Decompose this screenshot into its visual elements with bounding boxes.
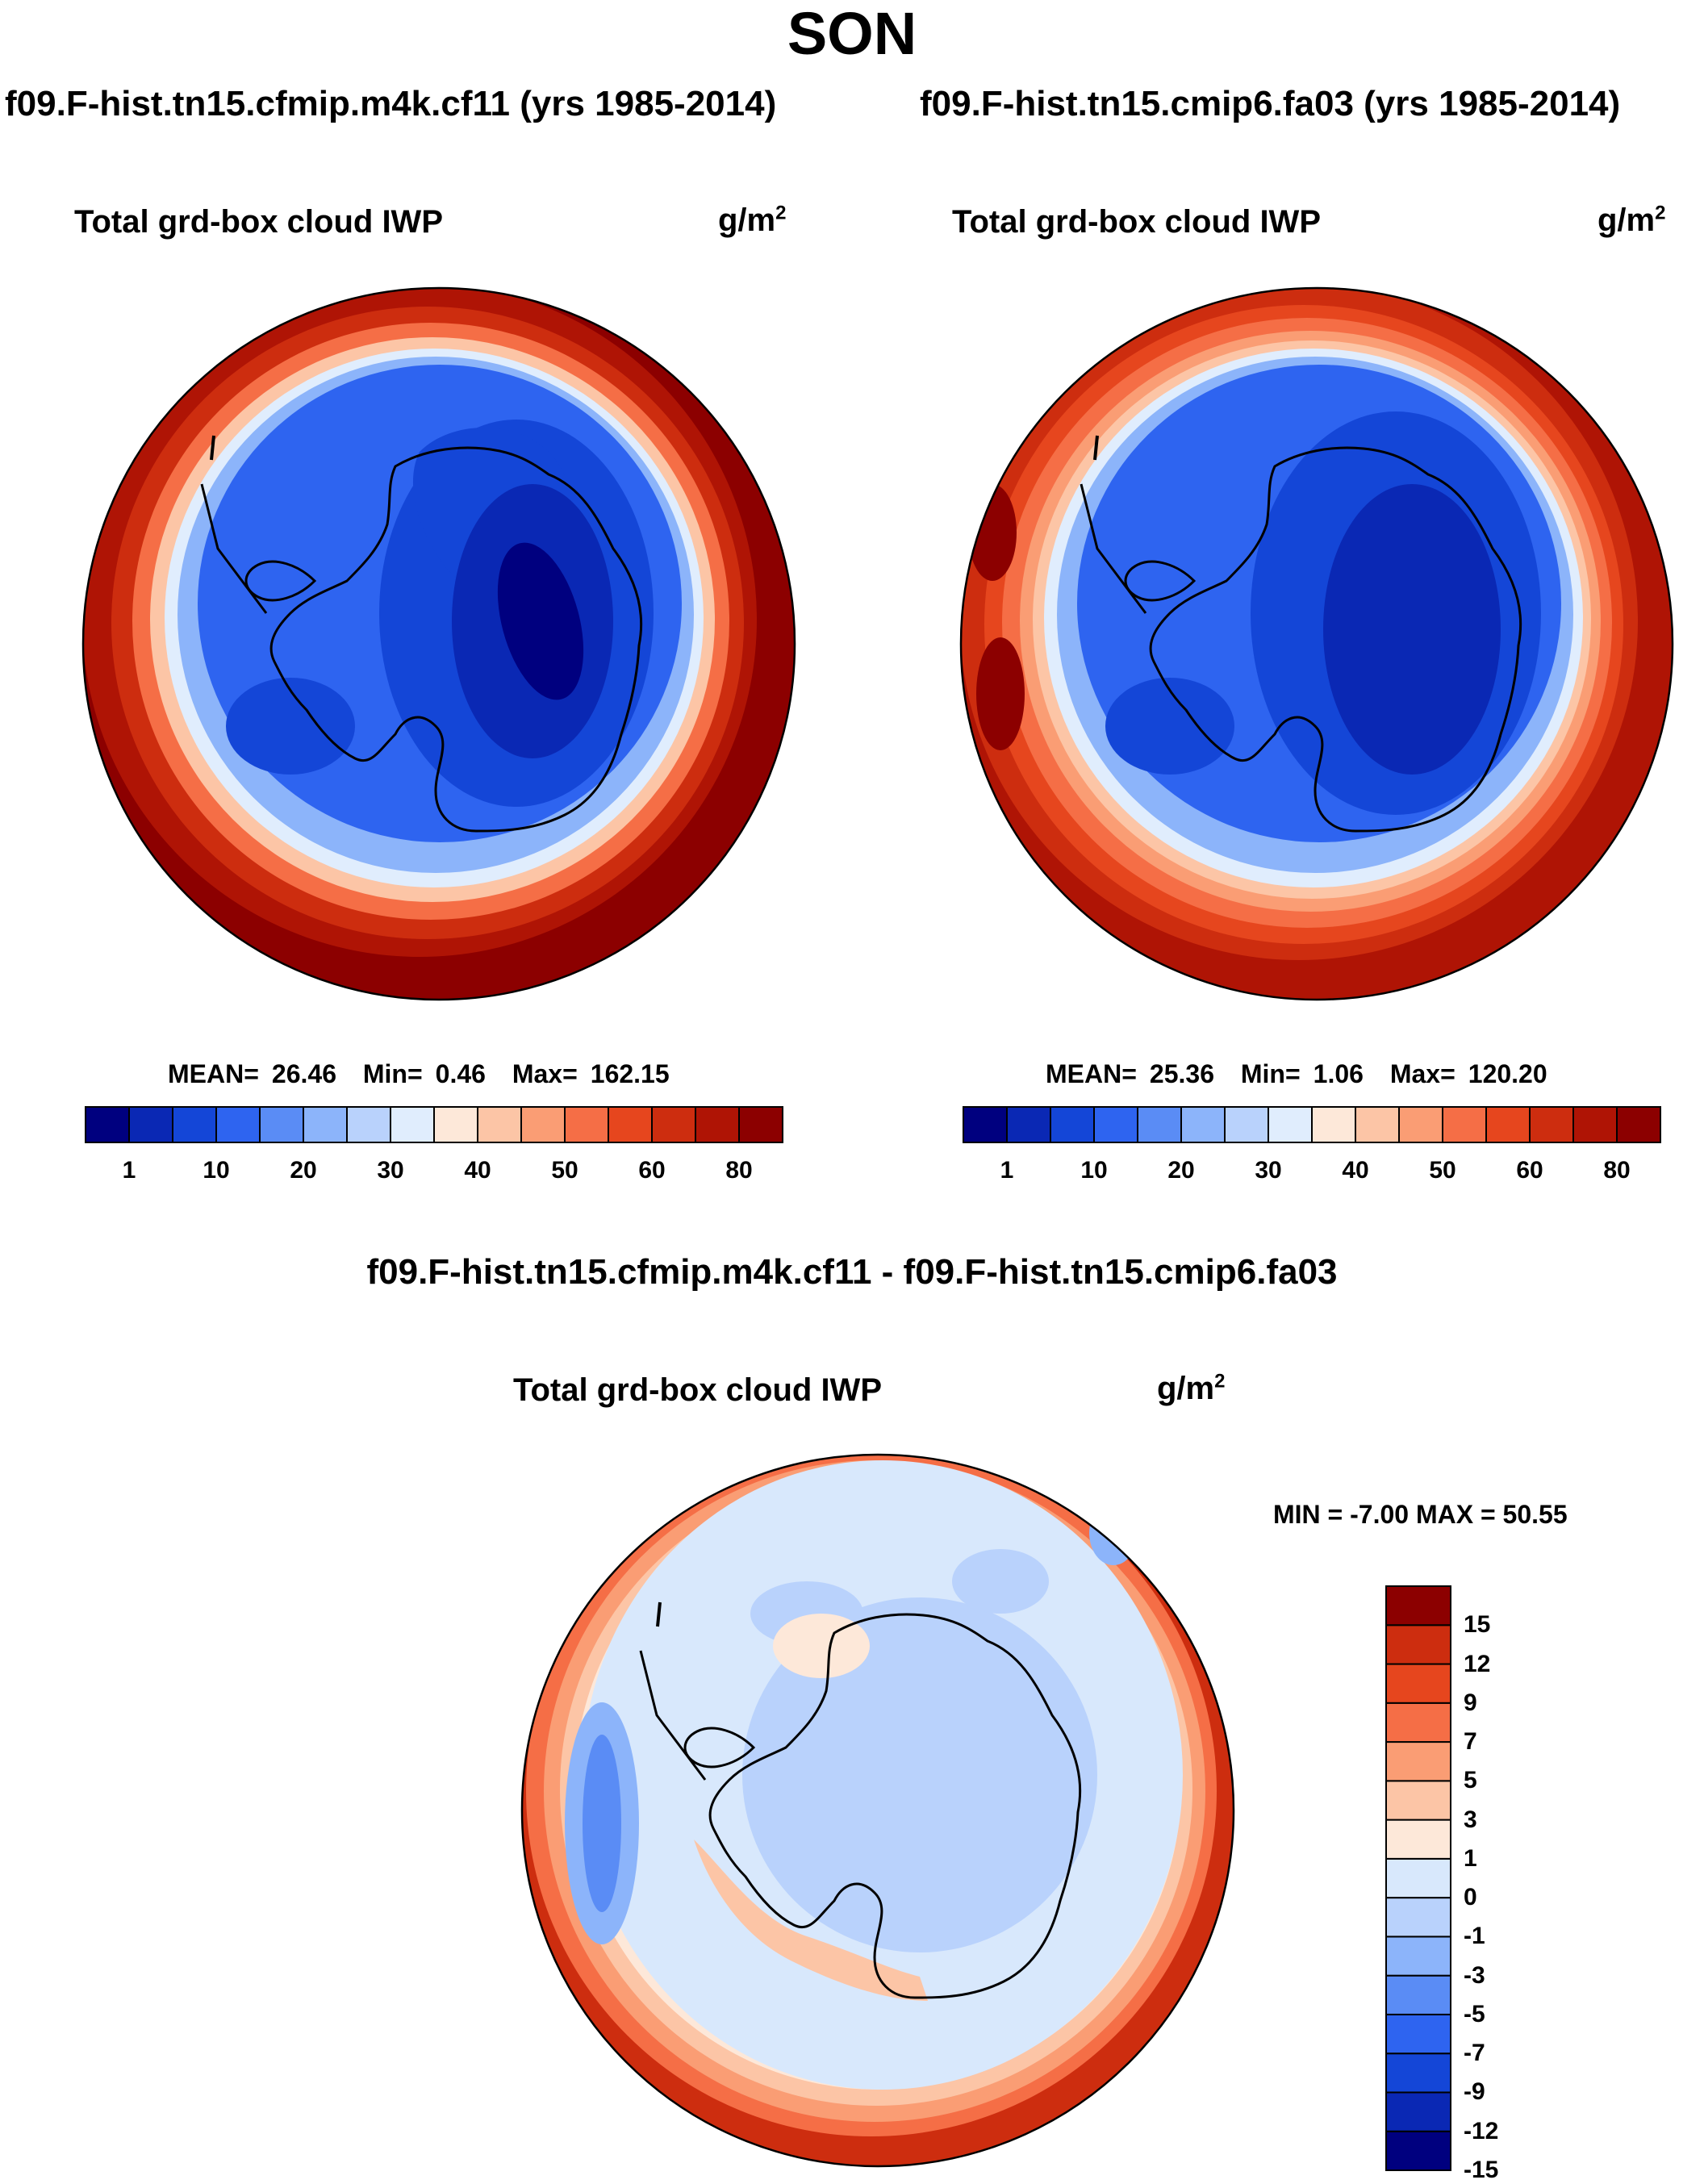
run-title-right: f09.F-hist.tn15.cmip6.fa03 (yrs 1985-201…: [920, 84, 1621, 123]
colorbar-swatch: [477, 1106, 522, 1143]
colorbar-swatch: [1385, 1741, 1451, 1782]
colorbar-tick-label: 60: [638, 1157, 666, 1184]
map-cfmip: [83, 288, 795, 1000]
colorbar-swatch: [1385, 1624, 1451, 1665]
colorbar-tick-label: 7: [1464, 1728, 1477, 1756]
colorbar-swatch: [1485, 1106, 1531, 1143]
variable-label-right: Total grd-box cloud IWP: [952, 204, 1321, 240]
colorbar-tick-label: 5: [1464, 1767, 1477, 1794]
colorbar-tick-label: 20: [290, 1157, 317, 1184]
units-label-left: g/m2: [718, 202, 787, 238]
colorbar-swatch: [1180, 1106, 1226, 1143]
colorbar-tick-label: 12: [1464, 1650, 1491, 1677]
colorbar-swatch: [1268, 1106, 1313, 1143]
variable-label-left: Total grd-box cloud IWP: [74, 204, 443, 240]
colorbar-swatch: [564, 1106, 609, 1143]
colorbar-tick-label: 20: [1167, 1157, 1195, 1184]
colorbar-swatch: [963, 1106, 1008, 1143]
colorbar-tick-label: -1: [1464, 1923, 1485, 1950]
colorbar-tick-label: 40: [1342, 1157, 1369, 1184]
colorbar-tick-label: -7: [1464, 2040, 1485, 2067]
colorbar-tick-label: 1: [1000, 1157, 1014, 1184]
colorbar-swatch: [346, 1106, 391, 1143]
colorbar-tick-label: 1: [122, 1157, 136, 1184]
units-label-diff: g/m2: [1157, 1370, 1226, 1406]
colorbar-swatch: [128, 1106, 173, 1143]
colorbar-tick-label: 60: [1516, 1157, 1543, 1184]
colorbar-swatch: [259, 1106, 304, 1143]
colorbar-swatch: [1385, 2130, 1451, 2172]
colorbar-swatch: [1385, 2013, 1451, 2055]
colorbar-swatch: [1385, 2091, 1451, 2132]
colorbar-tick-label: 50: [1429, 1157, 1456, 1184]
colorbar-cmip6: [963, 1106, 1661, 1143]
figure-title: SON: [787, 0, 917, 67]
colorbar-tick-label: 1: [1464, 1844, 1477, 1872]
colorbar-swatch: [1442, 1106, 1487, 1143]
colorbar-swatch: [1050, 1106, 1095, 1143]
run-title-left: f09.F-hist.tn15.cfmip.m4k.cf11 (yrs 1985…: [5, 84, 777, 123]
colorbar-swatch: [1355, 1106, 1400, 1143]
colorbar-difference: [1385, 1585, 1451, 2172]
map-cmip6: [961, 288, 1673, 1000]
colorbar-tick-label: 10: [1080, 1157, 1108, 1184]
colorbar-swatch: [1137, 1106, 1182, 1143]
colorbar-swatch: [1093, 1106, 1138, 1143]
colorbar-swatch: [695, 1106, 740, 1143]
colorbar-tick-label: -9: [1464, 2078, 1485, 2106]
colorbar-cfmip: [85, 1106, 783, 1143]
colorbar-swatch: [85, 1106, 130, 1143]
colorbar-swatch: [390, 1106, 435, 1143]
colorbar-tick-label: 40: [464, 1157, 491, 1184]
colorbar-tick-label: 50: [551, 1157, 578, 1184]
colorbar-swatch: [1398, 1106, 1443, 1143]
colorbar-swatch: [1385, 1936, 1451, 1977]
colorbar-swatch: [608, 1106, 653, 1143]
colorbar-swatch: [1385, 1663, 1451, 1704]
colorbar-swatch: [1385, 1819, 1451, 1860]
colorbar-swatch: [1006, 1106, 1051, 1143]
colorbar-swatch: [651, 1106, 696, 1143]
colorbar-swatch: [1385, 1857, 1451, 1899]
colorbar-tick-label: 80: [1603, 1157, 1631, 1184]
colorbar-tick-label: 30: [377, 1157, 404, 1184]
colorbar-tick-label: -3: [1464, 1961, 1485, 1989]
colorbar-swatch: [738, 1106, 783, 1143]
colorbar-swatch: [1529, 1106, 1574, 1143]
colorbar-swatch: [520, 1106, 566, 1143]
colorbar-tick-label: 15: [1464, 1611, 1491, 1639]
colorbar-swatch: [1572, 1106, 1618, 1143]
colorbar-tick-label: 3: [1464, 1806, 1477, 1833]
colorbar-tick-label: 80: [725, 1157, 753, 1184]
colorbar-swatch: [1385, 1585, 1451, 1627]
colorbar-swatch: [433, 1106, 478, 1143]
colorbar-tick-label: 30: [1255, 1157, 1282, 1184]
colorbar-tick-label: -5: [1464, 2000, 1485, 2027]
colorbar-swatch: [1385, 1780, 1451, 1821]
colorbar-swatch: [1385, 1897, 1451, 1938]
stats-right: MEAN= 25.36 Min= 1.06 Max= 120.20: [1046, 1059, 1547, 1088]
units-label-right: g/m2: [1598, 202, 1666, 238]
colorbar-swatch: [1385, 1974, 1451, 2015]
colorbar-tick-label: 10: [203, 1157, 230, 1184]
colorbar-swatch: [1311, 1106, 1356, 1143]
colorbar-swatch: [215, 1106, 261, 1143]
colorbar-swatch: [303, 1106, 348, 1143]
colorbar-swatch: [1224, 1106, 1269, 1143]
difference-title: f09.F-hist.tn15.cfmip.m4k.cf11 - f09.F-h…: [366, 1252, 1338, 1292]
stats-left: MEAN= 26.46 Min= 0.46 Max= 162.15: [168, 1059, 670, 1088]
colorbar-swatch: [1385, 2052, 1451, 2094]
map-difference: [522, 1455, 1234, 2166]
colorbar-tick-label: 9: [1464, 1689, 1477, 1716]
colorbar-tick-label: 0: [1464, 1884, 1477, 1911]
colorbar-swatch: [1616, 1106, 1661, 1143]
colorbar-tick-label: -12: [1464, 2117, 1499, 2144]
diff-minmax-label: MIN = -7.00 MAX = 50.55: [1273, 1500, 1568, 1529]
colorbar-tick-label: -15: [1464, 2157, 1499, 2183]
colorbar-swatch: [172, 1106, 217, 1143]
variable-label-diff: Total grd-box cloud IWP: [513, 1372, 882, 1408]
colorbar-swatch: [1385, 1702, 1451, 1743]
